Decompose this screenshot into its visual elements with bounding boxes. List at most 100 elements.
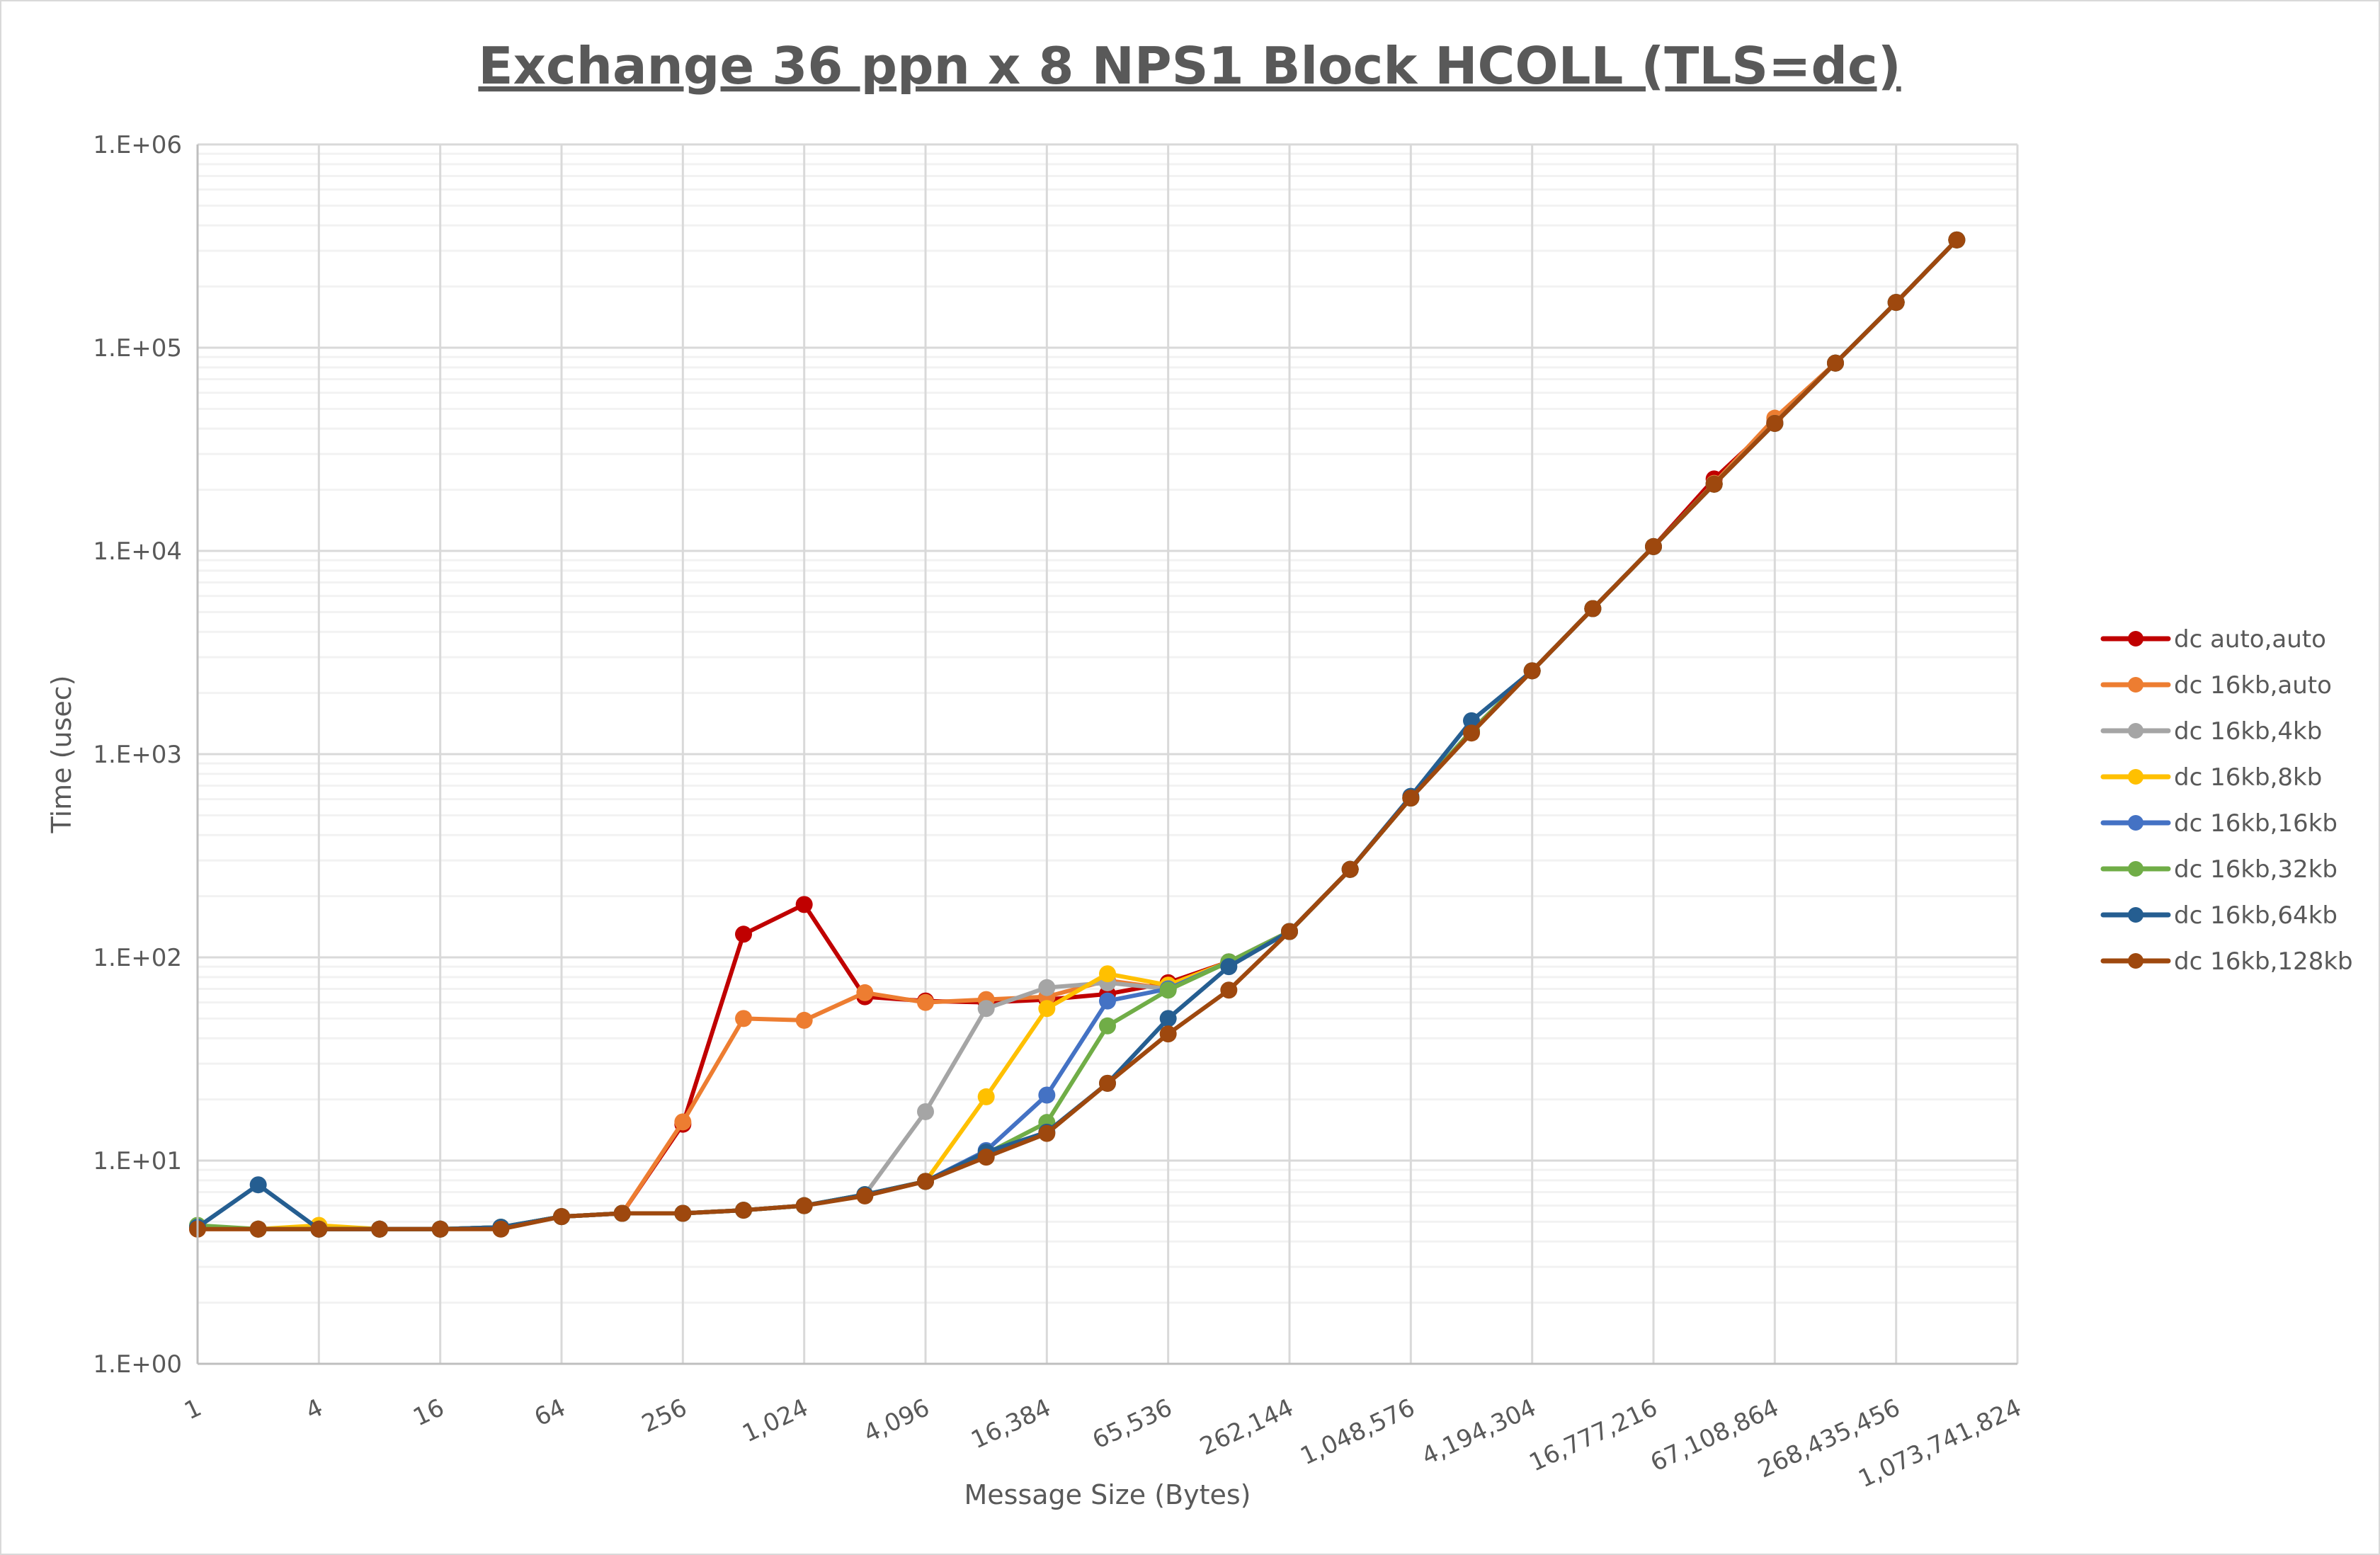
legend-label: dc 16kb,8kb [2174,763,2322,792]
data-point [674,1113,692,1131]
data-point [1220,958,1238,976]
legend-marker [2128,631,2143,647]
legend: dc auto,auto dc 16kb,auto dc 16kb,4kb dc 16… [2100,625,2353,976]
data-point [1463,724,1480,742]
data-point [1159,1025,1177,1043]
data-point [1584,600,1602,617]
series-dc-16kb-8kb [189,231,1966,1238]
data-point [371,1220,388,1238]
x-tick-label: 65,536 [1088,1394,1177,1455]
x-tick-label: 4 [302,1394,328,1425]
data-point [735,1202,752,1219]
data-point [1523,662,1541,680]
series-dc-16kb-128kb [189,231,1966,1238]
data-point [735,925,752,943]
legend-marker [2128,769,2143,785]
data-point [553,1208,570,1226]
x-tick-label: 16,384 [967,1394,1055,1455]
data-point [1220,981,1238,999]
data-point [613,1204,631,1222]
y-tick-label: 1.E+01 [93,1147,182,1175]
y-tick-label: 1.E+00 [93,1350,182,1379]
data-point [492,1220,510,1238]
x-tick-label: 256 [637,1394,691,1439]
series-line [198,238,1959,1231]
data-point [1281,923,1298,940]
legend-marker [2128,953,2143,969]
y-axis-label: Time (usec) [46,676,77,834]
data-point [1159,1010,1177,1027]
legend-marker [2128,861,2143,877]
x-tick-label: 4,194,304 [1418,1394,1541,1471]
x-tick-label: 16,777,216 [1525,1394,1661,1478]
data-point [977,1149,995,1166]
data-point [1038,979,1056,996]
legend-label: dc 16kb,16kb [2174,809,2338,838]
chart-title: Exchange 36 ppn x 8 NPS1 Block HCOLL (TL… [478,36,1901,96]
data-point [1038,1086,1056,1104]
legend-label: dc 16kb,32kb [2174,855,2338,884]
data-point [795,896,813,913]
data-point [249,1176,267,1194]
legend-label: dc 16kb,auto [2174,671,2332,700]
data-point [856,984,874,1001]
series-dc-16kb-64kb [189,231,1966,1238]
y-tick-label: 1.E+05 [93,334,182,363]
x-tick-label: 64 [530,1394,570,1432]
series-line [197,238,1959,1231]
series-dc-16kb-16kb [189,231,1966,1238]
y-tick-label: 1.E+06 [93,131,182,159]
series-dc-auto-auto [189,231,1966,1238]
legend-label: dc 16kb,64kb [2174,901,2338,930]
legend-marker [2128,907,2143,923]
x-tick-label: 1 [180,1394,206,1425]
data-point [1827,354,1844,372]
series-line [198,238,1959,1231]
x-tick-label: 1,048,576 [1296,1394,1419,1471]
series-dc-16kb-32kb [189,231,1966,1238]
data-point [977,1000,995,1018]
data-point [917,1173,934,1190]
data-point [1159,981,1177,999]
data-point [977,1088,995,1105]
data-point [1463,712,1480,729]
series-line [197,238,1959,1231]
series-dc-16kb-4kb [189,231,1966,1238]
y-tick-label: 1.E+04 [93,537,182,566]
data-point [856,1187,874,1204]
data-point [1341,860,1359,878]
x-tick-label: 262,144 [1195,1394,1297,1462]
data-point [431,1220,449,1238]
data-point [917,1103,934,1120]
data-point [1645,537,1662,555]
data-point [795,1197,813,1214]
data-point [1099,1074,1116,1092]
x-tick-label: 1,024 [738,1394,812,1448]
data-point [1766,414,1784,432]
data-point [1099,992,1116,1010]
data-point [310,1220,328,1238]
data-point [249,1220,267,1238]
series-line [196,238,1959,1231]
series-group [189,231,1966,1238]
data-point [1887,294,1905,312]
data-point [735,1010,752,1027]
x-tick-label: 16 [409,1394,448,1432]
series-line [197,238,1959,1231]
legend-label: dc auto,auto [2174,625,2326,654]
legend-label: dc 16kb,128kb [2174,947,2353,976]
legend-marker [2128,723,2143,739]
series-dc-16kb-auto [189,231,1966,1238]
data-point [1705,475,1723,493]
data-point [674,1204,692,1222]
series-line [197,238,1959,1231]
data-point [1099,965,1116,983]
legend-label: dc 16kb,4kb [2174,717,2322,746]
gridlines [196,143,2019,1365]
y-tick-label: 1.E+02 [93,944,182,972]
series-line [197,238,1959,1231]
data-point [795,1011,813,1029]
data-point [1038,1000,1056,1018]
legend-marker [2128,677,2143,693]
